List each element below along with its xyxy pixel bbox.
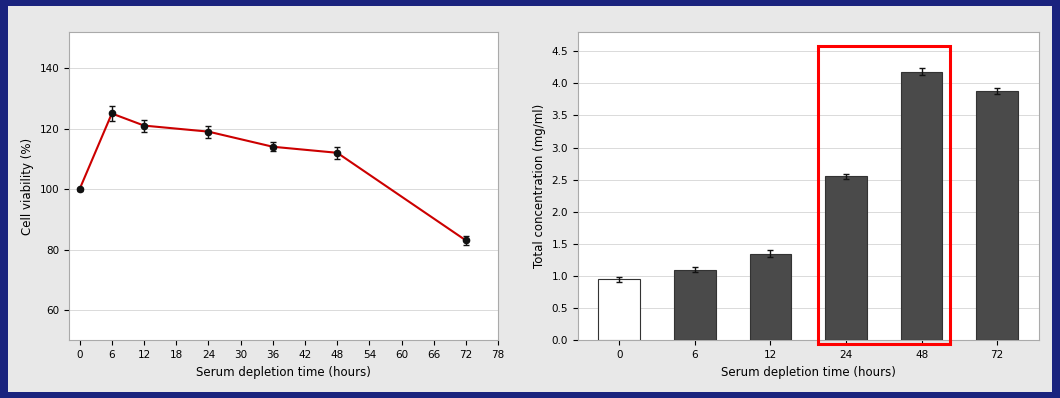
- Y-axis label: Cell viability (%): Cell viability (%): [21, 137, 34, 235]
- X-axis label: Serum depletion time (hours): Serum depletion time (hours): [196, 366, 371, 378]
- Bar: [976, 91, 1018, 340]
- Bar: [826, 176, 867, 340]
- Bar: [901, 72, 942, 340]
- Y-axis label: Total concentration (mg/ml): Total concentration (mg/ml): [533, 104, 546, 268]
- Bar: [674, 269, 716, 340]
- Bar: [817, 46, 950, 343]
- X-axis label: Serum depletion time (hours): Serum depletion time (hours): [721, 366, 896, 378]
- Bar: [599, 279, 640, 340]
- Bar: [749, 254, 791, 340]
